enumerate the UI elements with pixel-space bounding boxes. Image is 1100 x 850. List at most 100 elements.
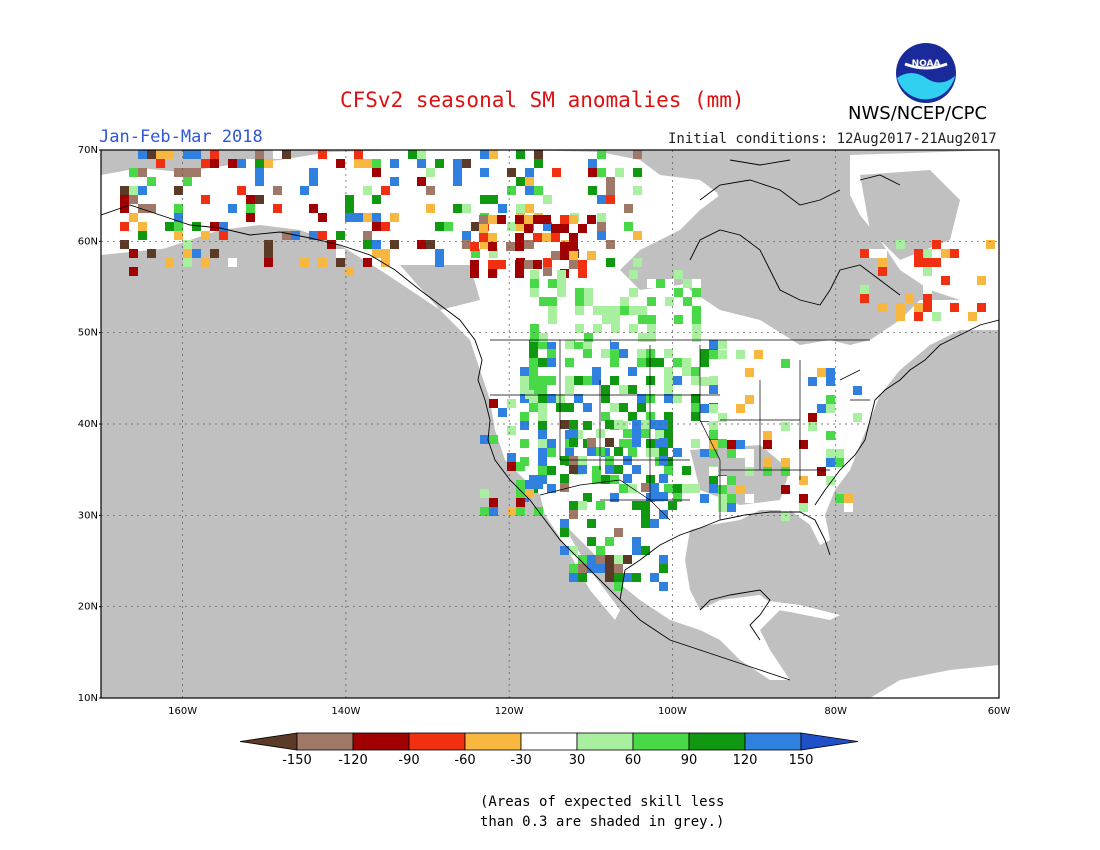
anomaly-cell xyxy=(614,573,623,582)
anomaly-cell xyxy=(354,213,363,222)
anomaly-cell xyxy=(808,422,817,431)
anomaly-cell xyxy=(781,512,790,521)
anomaly-cell xyxy=(860,294,869,303)
anomaly-cell xyxy=(700,494,709,503)
anomaly-cell xyxy=(950,249,959,258)
anomaly-cell xyxy=(632,420,641,429)
anomaly-cell xyxy=(575,297,584,306)
anomaly-cell xyxy=(147,204,156,213)
anomaly-cell xyxy=(664,421,673,430)
anomaly-cell xyxy=(614,465,623,474)
anomaly-cell xyxy=(156,150,165,159)
anomaly-cell xyxy=(547,484,556,493)
anomaly-cell xyxy=(700,349,709,358)
anomaly-cell xyxy=(246,159,255,168)
anomaly-cell xyxy=(646,376,655,385)
anomaly-cell xyxy=(120,204,129,213)
anomaly-cell xyxy=(896,312,905,321)
anomaly-cell xyxy=(520,457,529,466)
anomaly-cell xyxy=(462,240,471,249)
lat-tick-label: 40N xyxy=(78,419,98,430)
anomaly-cell xyxy=(471,222,480,231)
anomaly-cell xyxy=(560,546,569,555)
anomaly-cell xyxy=(923,249,932,258)
anomaly-cell xyxy=(650,519,659,528)
anomaly-cell xyxy=(629,333,638,342)
anomaly-cell xyxy=(489,507,498,516)
anomaly-cell xyxy=(174,195,183,204)
anomaly-cell xyxy=(574,430,583,439)
anomaly-cell xyxy=(556,403,565,412)
anomaly-cell xyxy=(533,233,542,242)
anomaly-cell xyxy=(538,358,547,367)
cuba-island xyxy=(760,600,840,620)
anomaly-cell xyxy=(542,215,551,224)
anomaly-cell xyxy=(709,404,718,413)
colorbar-box xyxy=(744,732,802,751)
anomaly-cell xyxy=(569,260,578,269)
anomaly-cell xyxy=(525,168,534,177)
anomaly-cell xyxy=(578,564,587,573)
anomaly-cell xyxy=(192,168,201,177)
anomaly-cell xyxy=(530,333,539,342)
anomaly-cell xyxy=(605,564,614,573)
anomaly-cell xyxy=(817,467,826,476)
anomaly-cell xyxy=(273,150,282,159)
anomaly-cell xyxy=(611,297,620,306)
anomaly-cell xyxy=(601,412,610,421)
anomaly-cell xyxy=(629,306,638,315)
anomaly-cell xyxy=(480,240,489,249)
anomaly-cell xyxy=(539,288,548,297)
anomaly-cell xyxy=(547,439,556,448)
anomaly-cell xyxy=(587,537,596,546)
anomaly-cell xyxy=(763,467,772,476)
anomaly-cell xyxy=(596,546,605,555)
anomaly-cell xyxy=(547,448,556,457)
anomaly-cell xyxy=(551,233,560,242)
anomaly-cell xyxy=(489,150,498,159)
anomaly-cell xyxy=(255,168,264,177)
anomaly-cell xyxy=(538,439,547,448)
anomaly-cell xyxy=(479,215,488,224)
anomaly-cell xyxy=(524,224,533,233)
north-america-land xyxy=(101,150,999,680)
anomaly-cell xyxy=(569,510,578,519)
anomaly-cell xyxy=(354,150,363,159)
anomaly-cell xyxy=(826,404,835,413)
anomaly-cell xyxy=(264,240,273,249)
anomaly-cell xyxy=(754,350,763,359)
anomaly-cell xyxy=(529,367,538,376)
anomaly-cell xyxy=(709,484,718,493)
hudson-bay xyxy=(689,229,901,306)
anomaly-cell xyxy=(530,324,539,333)
anomaly-cell xyxy=(453,168,462,177)
anomaly-cell xyxy=(709,376,718,385)
anomaly-cell xyxy=(664,466,673,475)
anomaly-cell xyxy=(736,413,745,422)
anomaly-cell xyxy=(480,195,489,204)
anomaly-cell xyxy=(611,306,620,315)
anomaly-cell xyxy=(480,150,489,159)
anomaly-cell xyxy=(336,231,345,240)
anomaly-cell xyxy=(372,168,381,177)
anomaly-cell xyxy=(165,222,174,231)
anomaly-cell xyxy=(593,279,602,288)
anomaly-cell xyxy=(372,222,381,231)
anomaly-cell xyxy=(489,435,498,444)
anomaly-cell xyxy=(453,204,462,213)
anomaly-cell xyxy=(745,467,754,476)
anomaly-cell xyxy=(547,394,556,403)
anomaly-cell xyxy=(656,279,665,288)
anomaly-cell xyxy=(623,573,632,582)
colorbar-box xyxy=(464,732,522,751)
anomaly-cell xyxy=(390,258,399,267)
anomaly-cell xyxy=(565,403,574,412)
anomaly-cell xyxy=(632,465,641,474)
anomaly-cell xyxy=(923,294,932,303)
anomaly-cells xyxy=(120,150,995,591)
anomaly-cell xyxy=(426,204,435,213)
anomaly-cell xyxy=(538,394,547,403)
anomaly-cell xyxy=(629,270,638,279)
anomaly-cell xyxy=(709,430,718,439)
anomaly-cell xyxy=(516,462,525,471)
